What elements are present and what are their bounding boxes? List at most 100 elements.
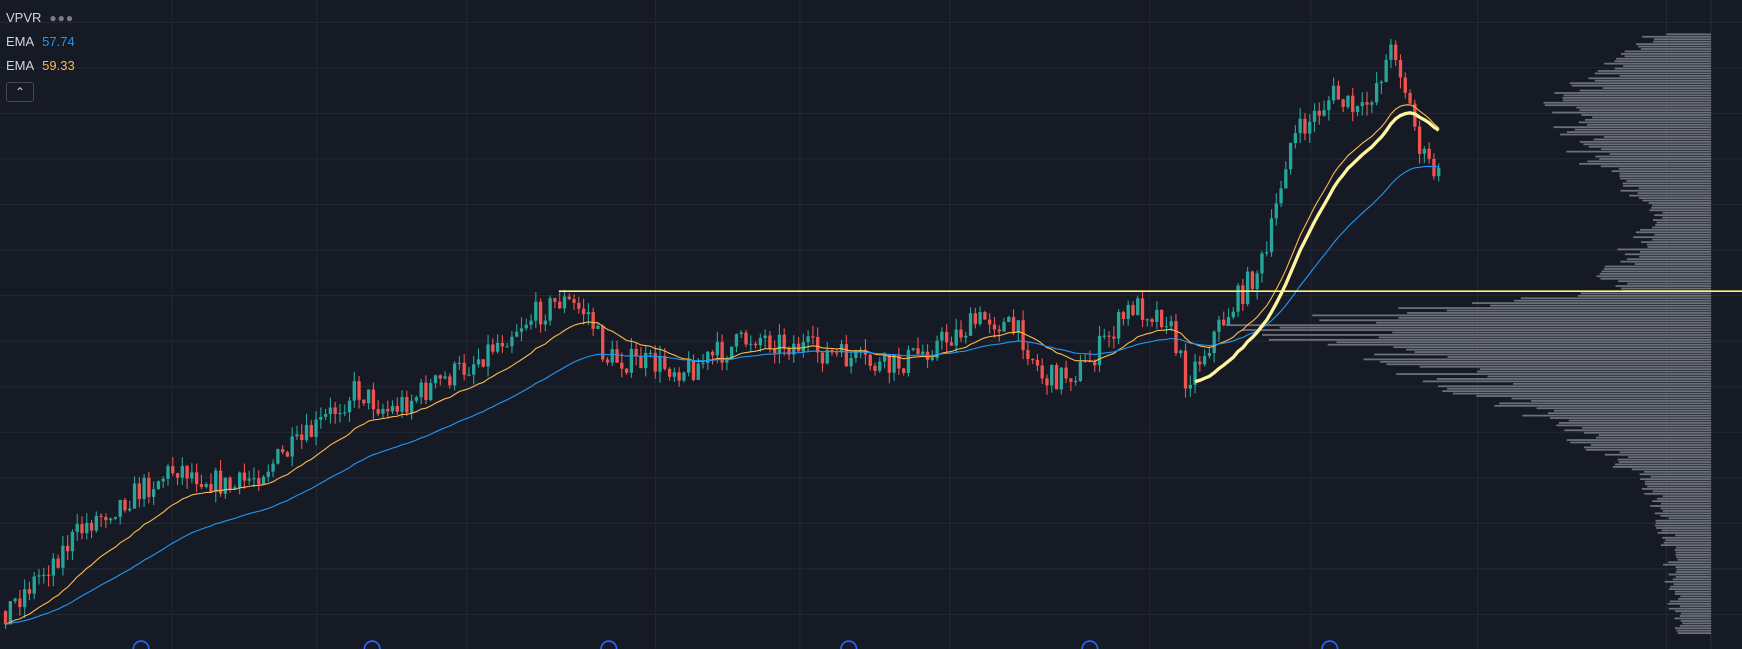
volume-profile-bar [1648,202,1711,204]
volume-profile-bar [1660,507,1711,510]
candle-body [1322,110,1326,116]
volume-profile-bar [1562,99,1711,102]
volume-profile-bar [1657,532,1711,534]
candle-body [118,499,122,517]
volume-profile-bar [1336,341,1711,344]
candle-body [108,518,113,521]
volume-profile-bar [1398,316,1711,319]
candle-body [467,374,471,376]
candle-body [1064,367,1068,379]
candle-body [209,483,213,492]
volume-profile-bar [1587,160,1711,163]
candle-body [567,296,571,300]
candle-body [1355,106,1360,112]
candle-body [1107,335,1111,337]
volume-profile-bar [1649,209,1711,212]
volume-profile-bar [1674,627,1711,630]
candle-body [1360,102,1364,107]
candle-body [534,301,538,321]
candle-body [237,472,242,488]
volume-profile-bar [1582,426,1711,429]
collapse-button[interactable]: ⌃ [6,82,34,102]
candle-body [548,298,552,321]
volume-profile-bar [1615,285,1711,287]
candle-body [1083,360,1087,362]
volume-profile-bar [1656,221,1711,224]
candle-body [376,409,380,414]
volume-profile-bar [1622,182,1711,185]
candle-body [672,372,677,377]
volume-profile-bar [1583,143,1711,146]
candle-body [1317,110,1321,116]
candle-body [997,329,1001,332]
candle-body [424,382,428,400]
volume-profile-bar [1604,453,1711,456]
volume-profile-bar [1327,343,1711,346]
candle-body [476,359,481,365]
volume-profile-bar [1669,600,1711,603]
volume-profile-bar [1654,214,1711,217]
candle-body [32,576,36,594]
candle-body [1145,319,1149,321]
legend-row: EMA 57.74 [6,30,75,54]
candle-body [906,349,911,373]
candle-body [1231,311,1235,318]
volume-profile-bar [1380,360,1711,363]
volume-profile-bar [1592,116,1711,119]
candle-body [1241,285,1245,305]
candle-body [1093,362,1097,366]
indicator-value: 57.74 [42,34,75,49]
candle-body [978,312,982,325]
event-marker [132,640,150,649]
volume-profile-bar [1621,287,1711,290]
more-button[interactable]: ●●● [49,11,75,25]
volume-profile-bar [1662,510,1711,512]
volume-profile-bar [1651,206,1711,209]
volume-profile-bar [1437,385,1711,388]
candle-body [801,342,806,352]
candle-body [185,466,189,479]
candle-body [1284,169,1288,189]
candle-body [233,487,237,490]
candle-body [596,325,600,329]
candle-body [1293,133,1298,143]
volume-profile-bar [1624,50,1711,53]
candle-body [987,319,992,325]
candle-body [1432,158,1436,177]
volume-profile-bar [1558,422,1711,424]
volume-profile-bar [1653,40,1711,43]
candle-body [414,397,419,401]
candle-body [443,376,447,379]
candle-body [696,363,700,380]
candle-body [701,362,705,365]
candle-body [792,343,796,355]
volume-profile-bar [1634,263,1711,265]
volume-profile-bar [1442,390,1711,393]
volume-profile-bar [1599,158,1711,160]
volume-profile-bar [1319,319,1711,322]
candle-body [878,361,882,371]
volume-profile-bar [1674,617,1711,620]
candle-body [1188,384,1192,389]
volume-profile-bar [1679,605,1711,608]
candle-body [22,589,27,608]
candle-body [304,424,309,441]
volume-profile-bar [1312,314,1711,317]
candle-body [371,389,376,410]
candle-body [620,362,624,369]
candle-body [27,589,32,594]
candle-body [261,476,266,485]
volume-profile-bar [1472,302,1711,305]
candle-body [1351,95,1355,112]
volume-profile-bar [1419,365,1711,368]
volume-profile-bar [1600,165,1711,168]
candle-body [658,355,662,372]
candle-body [113,516,118,519]
candle-body [734,334,739,347]
volume-profile-bar [1639,473,1711,476]
volume-profile-bar [1636,43,1711,45]
candle-body [1155,309,1159,322]
candle-body [935,340,939,358]
candle-body [581,308,586,315]
